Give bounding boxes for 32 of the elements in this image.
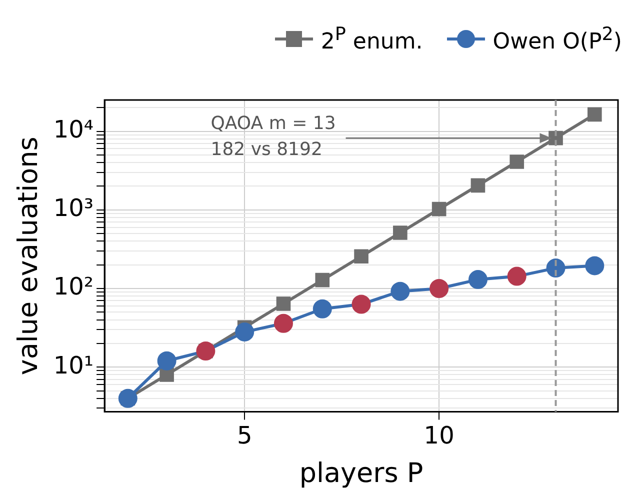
point	[274, 314, 293, 333]
point	[276, 296, 291, 311]
point	[585, 256, 604, 276]
point	[470, 178, 486, 193]
point	[312, 299, 332, 318]
legend-label: 2$^{P}$ enum.	[320, 24, 423, 54]
x-tick-label: 5	[236, 421, 252, 450]
point	[468, 270, 488, 290]
point	[432, 202, 446, 216]
legend-label: Owen O(P$^{2}$)	[492, 24, 622, 54]
y-tick-label: 10²	[53, 272, 94, 301]
point	[235, 322, 254, 342]
point	[118, 388, 138, 408]
x-axis-title: players P	[299, 458, 424, 489]
point	[354, 249, 368, 264]
point	[352, 294, 371, 314]
y-tick-label: 10¹	[53, 351, 94, 380]
x-tick-label: 10	[424, 421, 454, 450]
y-axis-title: value evaluations	[13, 136, 44, 376]
point	[196, 342, 216, 361]
point	[157, 351, 176, 370]
point	[160, 368, 174, 382]
annotation: QAOA m = 13 182 vs 8192	[210, 112, 336, 160]
point	[588, 107, 602, 122]
point	[393, 226, 408, 240]
point	[507, 266, 526, 286]
point	[315, 272, 330, 288]
point	[390, 282, 410, 301]
y-tick-label: 10³	[53, 194, 94, 222]
y-tick-label: 10⁴	[53, 116, 94, 144]
point	[510, 154, 524, 169]
point	[430, 278, 449, 298]
